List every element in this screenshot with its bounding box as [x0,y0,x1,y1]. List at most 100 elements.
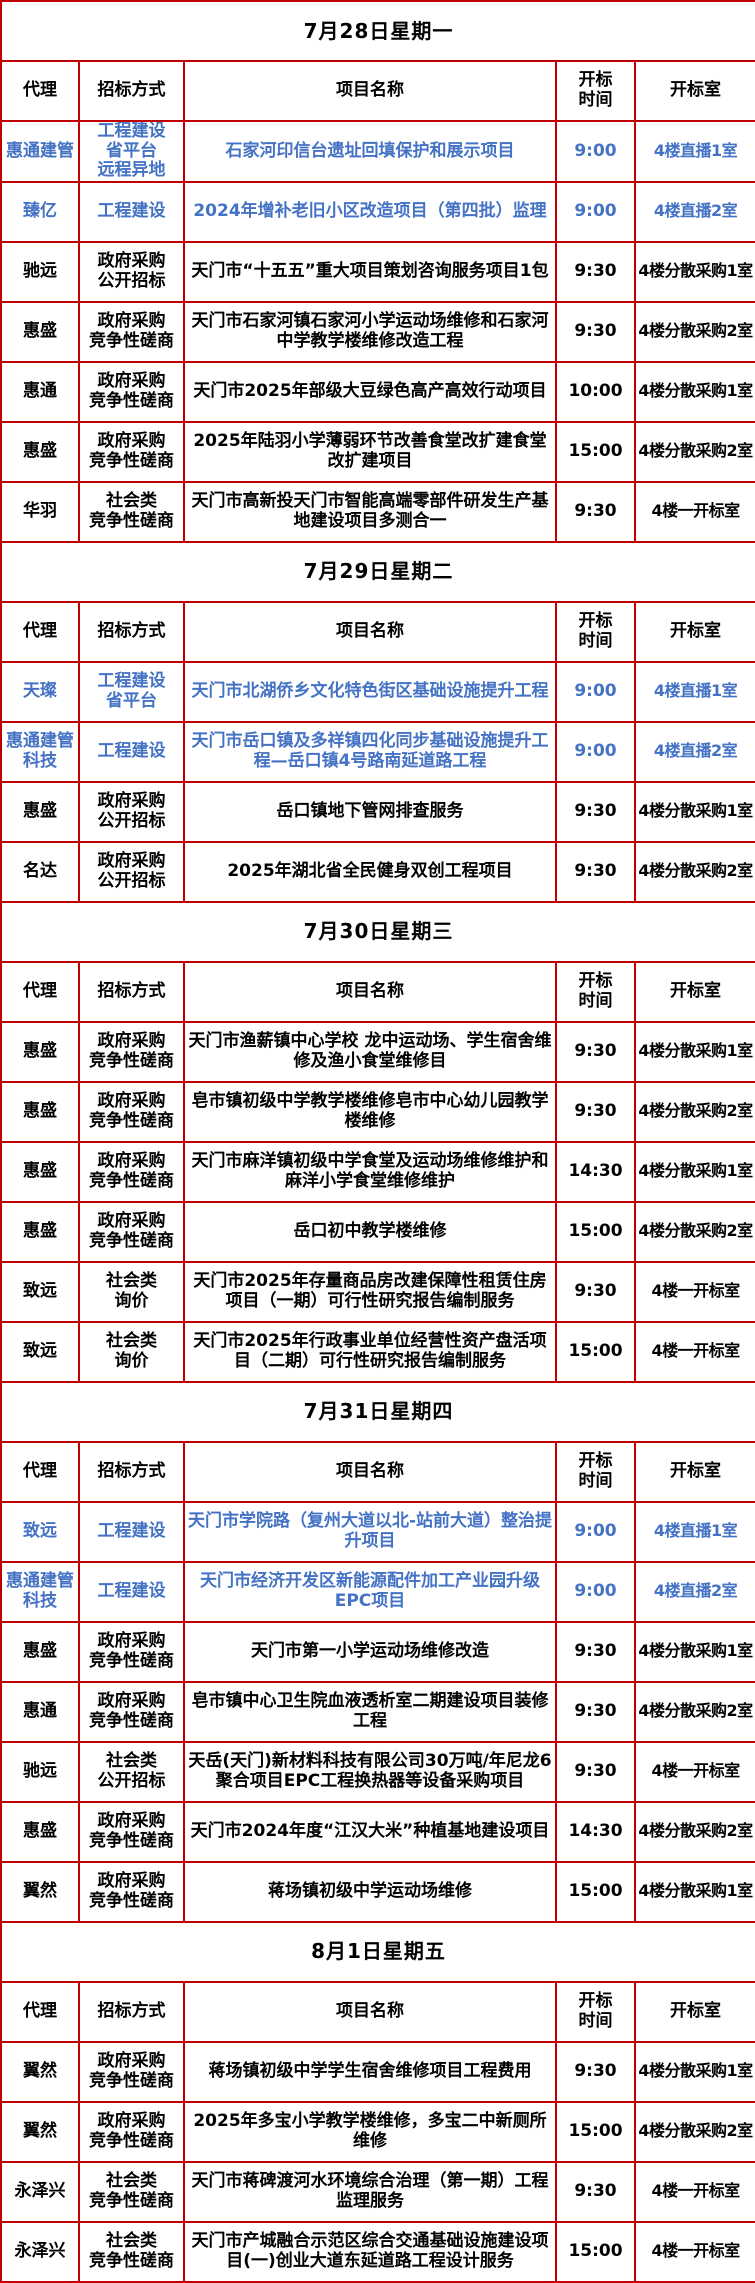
section-date-row: 7月28日星期一 [0,0,755,62]
col-header-agent: 代理 [0,600,80,663]
column-header-row: 代理 招标方式 项目名称 开标 时间 开标室 [0,1440,755,1503]
cell-time: 15:00 [555,1320,636,1383]
cell-project: 天门市渔薪镇中心学校 龙中运动场、学生宿舍维修及渔小食堂维修目 [183,1020,557,1083]
cell-agent: 惠盛 [0,1800,80,1863]
cell-project: 天门市2025年行政事业单位经营性资产盘活项目（二期）可行性研究报告编制服务 [183,1320,557,1383]
table-row: 驰远 政府采购 公开招标 天门市“十五五”重大项目策划咨询服务项目1包 9:30… [0,240,755,303]
cell-agent: 致远 [0,1500,80,1563]
cell-method: 工程建设 [78,1560,185,1623]
table-row: 惠盛 政府采购 竞争性磋商 天门市第一小学运动场维修改造 9:30 4楼分散采购… [0,1620,755,1683]
cell-project: 天门市2025年部级大豆绿色高产高效行动项目 [183,360,557,423]
cell-time: 9:00 [555,120,636,183]
cell-project: 天门市经济开发区新能源配件加工产业园升级EPC项目 [183,1560,557,1623]
col-header-project: 项目名称 [183,1440,557,1503]
col-header-method: 招标方式 [78,960,185,1023]
col-header-agent: 代理 [0,1980,80,2043]
cell-agent: 驰远 [0,240,80,303]
cell-time: 9:30 [555,780,636,843]
cell-project: 2025年多宝小学教学楼维修，多宝二中新厕所维修 [183,2100,557,2163]
cell-time: 9:00 [555,720,636,783]
cell-room: 4楼一开标室 [633,480,755,543]
cell-method: 政府采购 公开招标 [78,780,185,843]
cell-time: 15:00 [555,1200,636,1263]
cell-project: 天门市石家河镇石家河小学运动场维修和石家河中学教学楼维修改造工程 [183,300,557,363]
cell-project: 蒋场镇初级中学运动场维修 [183,1860,557,1923]
cell-room: 4楼直播1室 [633,660,755,723]
cell-method: 政府采购 竞争性磋商 [78,360,185,423]
cell-agent: 臻亿 [0,180,80,243]
cell-project: 天门市2024年度“江汉大米”种植基地建设项目 [183,1800,557,1863]
cell-room: 4楼直播2室 [633,720,755,783]
table-row: 惠盛 政府采购 竞争性磋商 皂市镇初级中学教学楼维修皂市中心幼儿园教学楼维修 9… [0,1080,755,1143]
table-row: 翼然 政府采购 竞争性磋商 蒋场镇初级中学学生宿舍维修项目工程费用 9:30 4… [0,2040,755,2103]
table-row: 永泽兴 社会类 竞争性磋商 天门市蒋碑渡河水环境综合治理（第一期）工程监理服务 … [0,2160,755,2223]
cell-agent: 惠盛 [0,780,80,843]
cell-method: 工程建设 [78,180,185,243]
table-row: 华羽 社会类 竞争性磋商 天门市高新投天门市智能高端零部件研发生产基地建设项目多… [0,480,755,543]
table-row: 惠通建管科技 工程建设 天门市岳口镇及多祥镇四化同步基础设施提升工程—岳口镇4号… [0,720,755,783]
col-header-agent: 代理 [0,60,80,122]
table-row: 名达 政府采购 公开招标 2025年湖北省全民健身双创工程项目 9:30 4楼分… [0,840,755,903]
cell-room: 4楼分散采购2室 [633,1680,755,1743]
cell-room: 4楼分散采购1室 [633,1020,755,1083]
cell-project: 天门市学院路（复州大道以北-站前大道）整治提升项目 [183,1500,557,1563]
cell-agent: 惠盛 [0,1200,80,1263]
cell-method: 政府采购 竞争性磋商 [78,2100,185,2163]
cell-agent: 惠通 [0,1680,80,1743]
table-row: 驰远 社会类 公开招标 天岳(天门)新材料科技有限公司30万吨/年尼龙6聚合项目… [0,1740,755,1803]
cell-room: 4楼分散采购2室 [633,2100,755,2163]
cell-method: 工程建设 [78,1500,185,1563]
cell-room: 4楼分散采购2室 [633,1080,755,1143]
cell-method: 社会类 竞争性磋商 [78,480,185,543]
column-header-row: 代理 招标方式 项目名称 开标 时间 开标室 [0,1980,755,2043]
cell-room: 4楼分散采购1室 [633,1620,755,1683]
cell-room: 4楼分散采购2室 [633,1200,755,1263]
col-header-project: 项目名称 [183,1980,557,2043]
cell-room: 4楼直播1室 [633,120,755,183]
table-row: 致远 社会类 询价 天门市2025年行政事业单位经营性资产盘活项目（二期）可行性… [0,1320,755,1383]
cell-time: 9:30 [555,2160,636,2223]
col-header-room: 开标室 [633,60,755,122]
cell-room: 4楼直播2室 [633,1560,755,1623]
cell-room: 4楼一开标室 [633,2160,755,2223]
cell-project: 天门市蒋碑渡河水环境综合治理（第一期）工程监理服务 [183,2160,557,2223]
table-row: 永泽兴 社会类 竞争性磋商 天门市产城融合示范区综合交通基础设施建设项目(一)创… [0,2220,755,2283]
section-date-title: 7月31日星期四 [0,1380,755,1443]
cell-agent: 惠盛 [0,300,80,363]
cell-project: 天门市“十五五”重大项目策划咨询服务项目1包 [183,240,557,303]
cell-agent: 翼然 [0,2100,80,2163]
table-row: 惠盛 政府采购 竞争性磋商 2025年陆羽小学薄弱环节改善食堂改扩建食堂改扩建项… [0,420,755,483]
table-row: 翼然 政府采购 竞争性磋商 蒋场镇初级中学运动场维修 15:00 4楼分散采购1… [0,1860,755,1923]
cell-project: 石家河印信台遗址回填保护和展示项目 [183,120,557,183]
cell-method: 工程建设 省平台 [78,660,185,723]
cell-method: 工程建设 省平台 远程异地 [78,120,185,183]
cell-method: 政府采购 竞争性磋商 [78,1080,185,1143]
col-header-agent: 代理 [0,960,80,1023]
section-date-row: 7月30日星期三 [0,900,755,963]
cell-time: 9:00 [555,180,636,243]
cell-method: 政府采购 公开招标 [78,240,185,303]
cell-room: 4楼一开标室 [633,1260,755,1323]
col-header-room: 开标室 [633,1980,755,2043]
cell-time: 9:00 [555,1560,636,1623]
col-header-room: 开标室 [633,960,755,1023]
cell-room: 4楼直播1室 [633,1500,755,1563]
cell-room: 4楼分散采购1室 [633,1140,755,1203]
col-header-project: 项目名称 [183,600,557,663]
table-row: 惠通 政府采购 竞争性磋商 天门市2025年部级大豆绿色高产高效行动项目 10:… [0,360,755,423]
cell-room: 4楼分散采购1室 [633,360,755,423]
cell-agent: 惠盛 [0,1080,80,1143]
cell-time: 9:30 [555,840,636,903]
table-row: 惠盛 政府采购 竞争性磋商 天门市石家河镇石家河小学运动场维修和石家河中学教学楼… [0,300,755,363]
cell-agent: 惠盛 [0,1620,80,1683]
cell-method: 社会类 询价 [78,1320,185,1383]
cell-method: 政府采购 公开招标 [78,840,185,903]
cell-project: 天门市北湖侨乡文化特色街区基础设施提升工程 [183,660,557,723]
cell-method: 政府采购 竞争性磋商 [78,1800,185,1863]
cell-time: 9:30 [555,1620,636,1683]
col-header-agent: 代理 [0,1440,80,1503]
cell-time: 15:00 [555,2220,636,2283]
column-header-row: 代理 招标方式 项目名称 开标 时间 开标室 [0,60,755,122]
table-row: 惠通建管 工程建设 省平台 远程异地 石家河印信台遗址回填保护和展示项目 9:0… [0,120,755,183]
